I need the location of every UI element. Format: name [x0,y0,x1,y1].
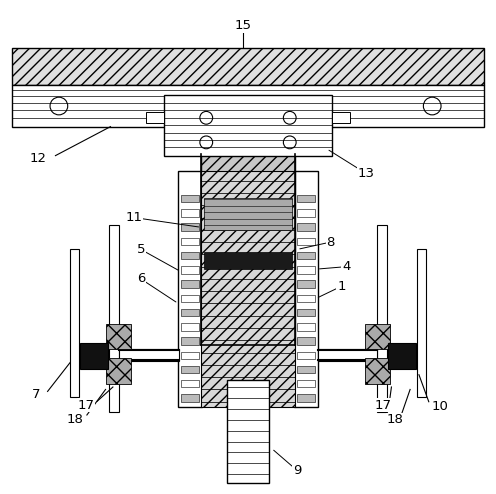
Bar [70,249,79,397]
Bar [181,380,199,387]
Bar [165,95,331,156]
Text: 10: 10 [431,400,448,413]
Bar [181,337,199,345]
Bar [178,171,202,407]
Bar [297,252,315,259]
Text: 8: 8 [326,236,335,248]
Bar [297,223,315,231]
Bar [80,343,109,369]
Bar [365,358,390,383]
Bar [181,238,199,245]
Bar [297,323,315,330]
Bar [181,394,199,402]
Bar [318,349,376,361]
Bar [376,225,386,412]
Text: 5: 5 [137,243,145,256]
Text: 6: 6 [137,272,145,286]
Bar [204,198,292,230]
Bar [297,195,315,203]
Text: 7: 7 [32,388,40,401]
Bar [12,48,484,85]
Bar [297,266,315,274]
Bar [120,349,179,361]
Text: 15: 15 [235,19,251,33]
Bar [181,281,199,288]
Bar [297,294,315,302]
Bar [297,337,315,345]
Text: 18: 18 [66,413,83,426]
Text: 9: 9 [293,464,301,477]
Bar [201,171,295,407]
Bar [181,323,199,330]
Bar [110,225,120,412]
Text: 18: 18 [387,413,404,426]
Bar [297,281,315,288]
Bar [297,309,315,316]
Bar [181,223,199,231]
Text: 1: 1 [337,280,346,293]
Text: 11: 11 [125,211,142,224]
Bar [146,113,165,123]
Bar [106,358,131,383]
Bar [181,266,199,274]
Bar [331,113,350,123]
Bar [12,85,484,126]
Bar [181,209,199,216]
Bar [365,324,390,349]
Text: 13: 13 [358,167,374,180]
Text: 4: 4 [342,260,351,273]
Bar [297,366,315,373]
Bar [181,294,199,302]
Bar [201,154,295,345]
Bar [181,366,199,373]
Bar [297,352,315,359]
Text: 17: 17 [77,399,94,412]
Bar [181,352,199,359]
Bar [387,343,416,369]
Text: 12: 12 [29,152,46,165]
Bar [297,238,315,245]
Bar [297,209,315,216]
Bar [297,394,315,402]
Bar [417,249,426,397]
Bar [294,171,318,407]
Bar [181,309,199,316]
Bar [204,252,292,269]
Bar [297,380,315,387]
Bar [181,252,199,259]
Bar [227,379,269,483]
Text: 17: 17 [374,399,391,412]
Bar [106,324,131,349]
Bar [181,195,199,203]
